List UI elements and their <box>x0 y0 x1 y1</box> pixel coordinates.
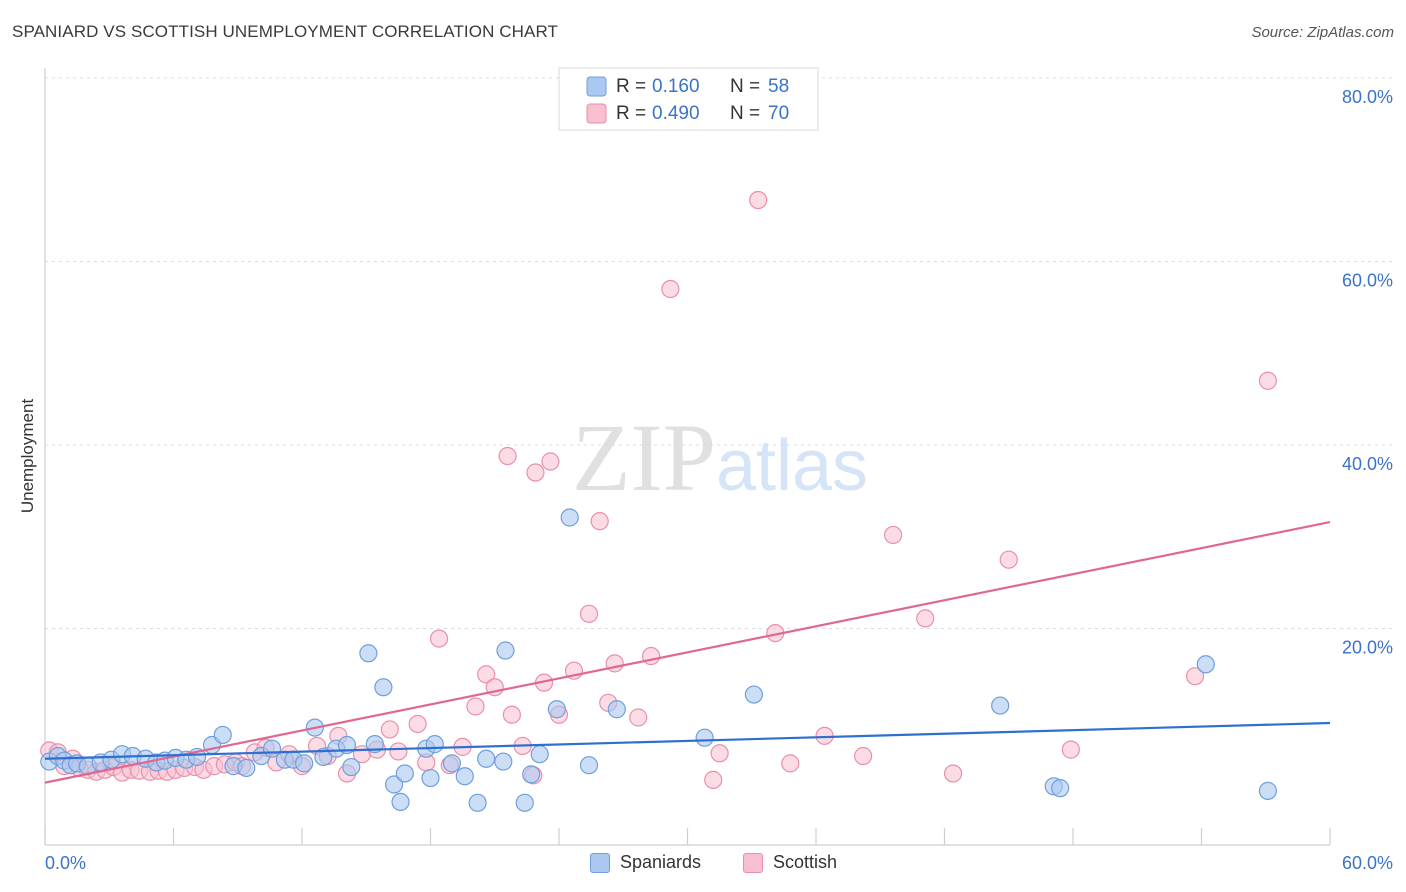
point-scottish-54 <box>629 708 648 727</box>
point-spaniards-42 <box>477 749 496 768</box>
y-tick-label-20: 20.0% <box>1342 638 1393 658</box>
point-spaniards-45 <box>515 793 534 812</box>
point-spaniards-52 <box>695 728 714 747</box>
legend-r-value-scottish: 0.490 <box>652 103 700 124</box>
x-tick-label-max: 60.0% <box>1342 853 1393 873</box>
point-scottish-57 <box>704 770 723 789</box>
legend-n-label-scottish: N = <box>730 103 760 124</box>
y-tick-label-60: 60.0% <box>1342 271 1393 291</box>
legend-n-value-scottish: 70 <box>768 103 789 124</box>
spaniards-points <box>40 508 1277 812</box>
legend-label-scottish: Scottish <box>773 852 838 872</box>
legend-n-value-spaniards: 58 <box>768 76 789 97</box>
point-scottish-70 <box>1258 371 1277 390</box>
trend-lines <box>44 520 1331 784</box>
point-scottish-38 <box>429 629 449 648</box>
y-tick-labels: 20.0% 40.0% 60.0% 80.0% <box>1342 87 1393 658</box>
y-tick-label-80: 80.0% <box>1342 87 1393 107</box>
point-scottish-73 <box>541 452 560 471</box>
legend-swatch-spaniards <box>586 76 607 97</box>
point-spaniards-51 <box>607 700 626 719</box>
point-spaniards-17 <box>213 725 232 745</box>
point-spaniards-47 <box>530 745 549 764</box>
series-legend: Spaniards Scottish <box>0 852 1406 876</box>
point-scottish-56 <box>661 279 680 299</box>
point-spaniards-29 <box>342 757 361 777</box>
point-spaniards-48 <box>547 700 566 719</box>
legend-r-value-spaniards: 0.160 <box>652 76 700 97</box>
legend-item-spaniards: Spaniards <box>590 852 701 873</box>
point-spaniards-26 <box>314 747 333 767</box>
point-scottish-66 <box>943 764 963 783</box>
point-spaniards-49 <box>560 508 579 527</box>
legend-r-label-scottish: R = <box>616 103 646 124</box>
point-spaniards-54 <box>991 696 1010 715</box>
legend-item-scottish: Scottish <box>743 852 837 873</box>
point-scottish-68 <box>1061 740 1080 759</box>
point-spaniards-33 <box>384 775 404 794</box>
point-scottish-67 <box>999 550 1018 569</box>
point-spaniards-32 <box>365 735 384 754</box>
axes <box>44 68 1331 846</box>
point-spaniards-41 <box>468 793 487 812</box>
watermark-atlas: atlas <box>716 426 868 506</box>
point-spaniards-53 <box>744 685 763 704</box>
point-spaniards-31 <box>374 678 393 697</box>
legend-r-label-spaniards: R = <box>616 76 646 97</box>
y-tick-label-40: 40.0% <box>1342 454 1393 474</box>
point-scottish-50 <box>579 604 599 623</box>
trend-line-scottish <box>44 520 1331 784</box>
point-scottish-42 <box>477 665 496 684</box>
point-spaniards-19 <box>237 758 256 778</box>
legend-swatch-scottish-bottom <box>743 852 763 873</box>
point-scottish-71 <box>498 446 517 466</box>
point-scottish-35 <box>389 742 408 761</box>
point-scottish-51 <box>590 512 609 531</box>
chart-title: SPANIARD VS SCOTTISH UNEMPLOYMENT CORREL… <box>12 22 559 41</box>
point-scottish-65 <box>916 609 935 628</box>
point-scottish-41 <box>466 697 485 716</box>
watermark: ZIPatlas <box>572 404 868 511</box>
point-scottish-36 <box>408 714 427 734</box>
point-spaniards-38 <box>425 735 444 754</box>
point-spaniards-34 <box>391 792 410 812</box>
point-scottish-58 <box>710 744 729 763</box>
point-scottish-34 <box>380 720 399 739</box>
legend-swatch-spaniards-bottom <box>590 852 610 873</box>
point-spaniards-58 <box>1258 781 1277 800</box>
x-tick-label-min: 0.0% <box>45 853 86 873</box>
point-spaniards-44 <box>496 641 515 660</box>
point-spaniards-37 <box>421 768 440 788</box>
point-scottish-61 <box>781 754 800 773</box>
point-spaniards-30 <box>359 644 378 663</box>
point-spaniards-35 <box>395 764 414 783</box>
point-spaniards-50 <box>579 756 599 775</box>
point-spaniards-24 <box>295 754 314 773</box>
trend-line-spaniards <box>44 721 1331 760</box>
legend-n-label-spaniards: N = <box>730 76 760 97</box>
point-scottish-59 <box>749 190 768 210</box>
point-scottish-44 <box>502 705 521 724</box>
point-scottish-72 <box>526 463 545 482</box>
legend-swatch-scottish <box>586 103 607 124</box>
point-scottish-69 <box>1185 667 1205 686</box>
point-scottish-63 <box>854 746 873 766</box>
point-spaniards-46 <box>522 765 541 784</box>
stats-legend: R = 0.160 N = 58 R = 0.490 N = 70 <box>558 67 819 131</box>
watermark-zip: ZIP <box>572 404 716 511</box>
point-spaniards-40 <box>455 767 474 786</box>
point-spaniards-56 <box>1051 779 1070 798</box>
legend-label-spaniards: Spaniards <box>620 852 702 872</box>
source-label: Source: ZipAtlas.com <box>1251 24 1394 41</box>
point-spaniards-39 <box>442 754 462 773</box>
x-tick-labels: 0.0% 60.0% <box>45 853 1393 873</box>
point-spaniards-43 <box>494 752 513 771</box>
point-scottish-64 <box>883 525 903 545</box>
gridlines <box>45 77 1392 629</box>
point-spaniards-57 <box>1196 655 1215 674</box>
